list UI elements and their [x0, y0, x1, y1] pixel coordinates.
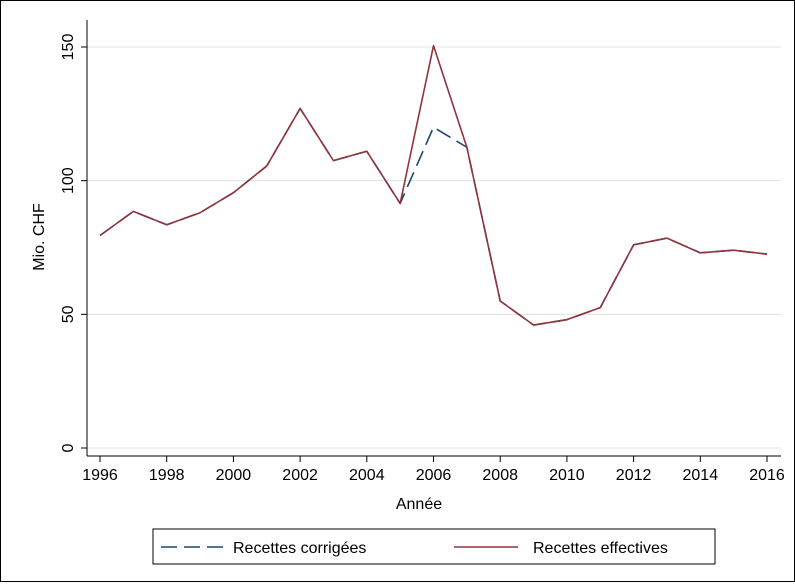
x-tick-label-2000: 2000: [216, 467, 252, 484]
y-tick-label-0: 0: [60, 443, 77, 452]
legend-label-recettes-corrigees: Recettes corrigées: [233, 540, 366, 557]
x-tick-label-2002: 2002: [282, 467, 318, 484]
legend-label-recettes-effectives: Recettes effectives: [533, 540, 668, 557]
x-axis-ticks: 1996 1998 2000 2002 2004 2006 2008 2010 2012 2014…: [82, 456, 785, 484]
x-tick-label-2010: 2010: [549, 467, 585, 484]
series-lines: [99, 44, 768, 326]
x-tick-label-2012: 2012: [616, 467, 652, 484]
x-tick-label-2004: 2004: [349, 467, 385, 484]
plot-area: [87, 20, 781, 456]
y-tick-label-100: 100: [60, 167, 77, 194]
x-tick-label-2016: 2016: [749, 467, 785, 484]
x-axis-label: Année: [396, 496, 442, 513]
x-tick-label-2008: 2008: [482, 467, 518, 484]
x-tick-label-2014: 2014: [683, 467, 719, 484]
y-axis-ticks: 0 50 100 150: [60, 34, 87, 452]
y-tick-label-50: 50: [60, 305, 77, 323]
x-tick-label-1998: 1998: [149, 467, 185, 484]
legend-box: [152, 528, 716, 565]
y-axis-label: Mio. CHF: [31, 203, 48, 271]
series-line-1: [99, 44, 768, 326]
y-tick-label-150: 150: [60, 34, 77, 61]
x-tick-label-1996: 1996: [82, 467, 118, 484]
legend: Recettes corrigées Recettes effectives: [152, 528, 716, 565]
x-tick-label-2006: 2006: [416, 467, 452, 484]
